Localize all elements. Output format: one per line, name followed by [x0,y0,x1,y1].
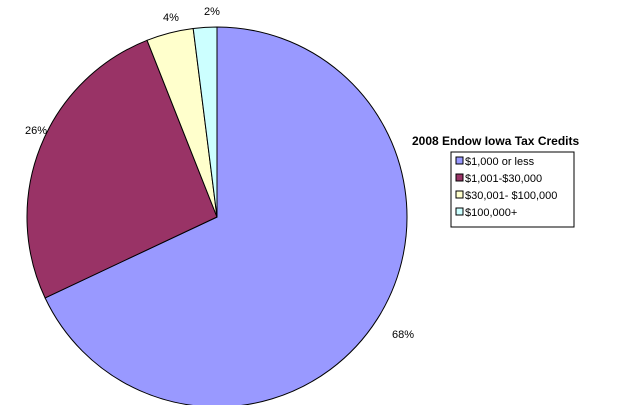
pie-slice-1 [44,26,408,405]
legend-label-2: $1,001-$30,000 [465,173,542,185]
pie-slice-2 [26,39,218,299]
pie-slice-4 [192,26,218,218]
legend-box [450,151,575,228]
legend-label-1: $1,000 or less [465,156,535,168]
legend-swatch-2 [455,173,464,182]
legend-swatch-1 [455,156,464,165]
pie-data-labels: 68% 26% 4% 2% [25,6,414,341]
data-label-4: 2% [204,6,220,18]
legend-swatch-4 [455,207,464,216]
legend-label-4: $100,000+ [465,207,517,219]
legend-label-3: $30,001- $100,000 [465,190,557,202]
legend-title: 2008 Endow Iowa Tax Credits [412,134,579,148]
pie-slices [26,26,408,405]
legend: 2008 Endow Iowa Tax Credits $1,000 or le… [412,134,579,228]
legend-swatch-3 [455,190,464,199]
data-label-1: 68% [392,329,414,341]
data-label-3: 4% [163,12,179,24]
data-label-2: 26% [25,125,47,137]
